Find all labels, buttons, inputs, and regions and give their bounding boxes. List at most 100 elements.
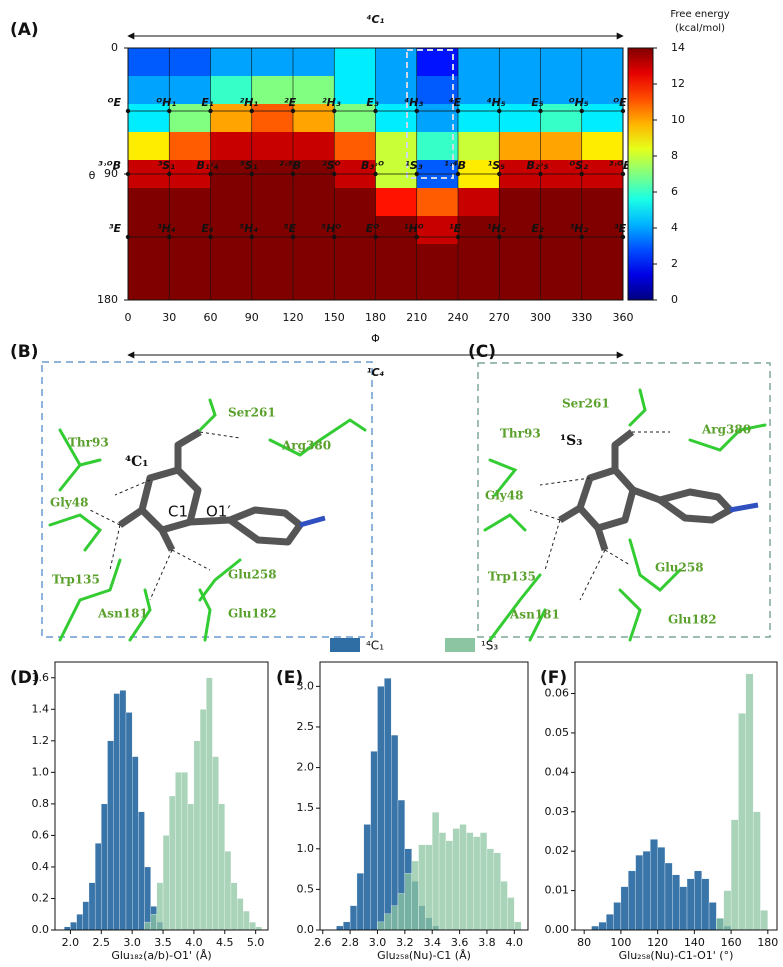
heat-cell [499, 244, 541, 273]
histogram-bar [377, 922, 384, 930]
y-tick-label: 0.5 [297, 882, 315, 895]
conformer-label: B₁˒₄ [196, 159, 218, 172]
heat-cell [541, 244, 583, 273]
heat-cell [169, 48, 211, 77]
heat-cell [169, 188, 211, 217]
histogram-bar [453, 828, 460, 930]
histogram-bar [175, 772, 181, 930]
conformer-label: ¹˒⁴B [444, 159, 466, 172]
histogram-bar [145, 867, 151, 930]
x-tick-label: 3.5 [154, 936, 172, 949]
histogram-bar [473, 837, 480, 930]
conformer-dot [538, 172, 542, 176]
heat-cell [169, 272, 211, 301]
heat-cell [334, 48, 376, 77]
conformer-dot [497, 235, 501, 239]
histogram-bar [231, 883, 237, 930]
conformer-dot [538, 235, 542, 239]
conformer-dot [291, 109, 295, 113]
heat-cell [252, 272, 294, 301]
heat-cell [417, 244, 459, 273]
x-tick-label: 3.8 [478, 936, 496, 949]
y-tick-label: 0.0 [297, 923, 315, 936]
conformer-dot [415, 235, 419, 239]
residue-label: Asn181 [509, 608, 560, 622]
residue-label: Trp135 [52, 573, 100, 587]
panel-label: (F) [540, 668, 567, 688]
conformer-label: ³H₂ [569, 222, 588, 235]
conformer-label: ⁴H₅ [487, 96, 506, 109]
x-tick-label: 3.6 [451, 936, 469, 949]
histogram-bar [702, 879, 709, 930]
x-tick-label: 4.0 [185, 936, 203, 949]
residue-label: Arg380 [701, 423, 751, 437]
x-tick-label: 5.0 [247, 936, 265, 949]
histogram-bar [650, 839, 657, 930]
histogram-bar [480, 833, 487, 930]
heat-cell [458, 272, 500, 301]
histogram-bar [412, 861, 419, 930]
panel-label: (C) [468, 342, 496, 362]
heat-cell [334, 272, 376, 301]
residue-label: Trp135 [488, 570, 536, 584]
y-tick-label: 1.4 [32, 702, 50, 715]
heat-cell [128, 188, 170, 217]
legend-swatch [330, 638, 360, 652]
y-tick-label: 0.06 [545, 687, 570, 700]
histogram-bar [419, 845, 426, 930]
colorbar-tick-label: 4 [671, 221, 678, 234]
conformer-dot [415, 172, 419, 176]
heat-cell [128, 244, 170, 273]
x-tick-label: 80 [577, 936, 591, 949]
x-tick-label: 150 [324, 311, 345, 324]
heat-cell [334, 244, 376, 273]
heat-cell [417, 48, 459, 77]
histogram-bar [446, 841, 453, 930]
histogram-bar [371, 751, 378, 930]
histogram-bar [636, 855, 643, 930]
colorbar-label: Free energy [670, 9, 729, 20]
heat-cell [293, 244, 335, 273]
heat-cell [128, 272, 170, 301]
conformer-dot [538, 109, 542, 113]
histogram-bar [206, 678, 212, 930]
histogram-bar [507, 898, 514, 930]
histogram-bar [249, 922, 255, 930]
histogram-bar [138, 812, 144, 930]
histogram-bar [466, 833, 473, 930]
heat-cell [252, 48, 294, 77]
y-tick-label: 2.5 [297, 720, 315, 733]
conformer-label: E₄ [201, 222, 214, 235]
heat-cell [211, 244, 253, 273]
conformer-label: ³E [614, 222, 627, 235]
conformer-dot [456, 172, 460, 176]
conformer-label: ᴼH₅ [569, 96, 589, 109]
heat-cell [128, 132, 170, 161]
x-tick-label: 120 [283, 311, 304, 324]
conformer-label: ⁵S₁ [240, 159, 258, 172]
conformer-dot [167, 235, 171, 239]
colorbar-tick-label: 8 [671, 149, 678, 162]
histogram-bar [694, 871, 701, 930]
histogram-bar [169, 796, 175, 930]
heat-cell [417, 272, 459, 301]
conformer-dot [456, 235, 460, 239]
histogram-bar [753, 812, 760, 930]
x-tick-label: 140 [684, 936, 705, 949]
conformer-dot [291, 172, 295, 176]
y-axis-label: θ [89, 169, 96, 182]
x-tick-label: 2.5 [93, 936, 111, 949]
legend-swatch [445, 638, 475, 652]
y-tick-label: 0 [111, 41, 118, 54]
heat-cell [376, 272, 418, 301]
legend-label: ⁴C₁ [366, 639, 384, 653]
x-tick-label: 4.0 [506, 936, 524, 949]
x-tick-label: 300 [530, 311, 551, 324]
histogram-bar [89, 883, 95, 930]
histogram-bar [391, 735, 398, 930]
histogram-bar [182, 772, 188, 930]
x-axis-label: Glu₂₅₈(Nu)-C1-O1' (°) [619, 949, 734, 962]
conformer-label: ³H₄ [157, 222, 176, 235]
histogram-bar [514, 922, 521, 930]
conformer-label: E₂ [531, 222, 544, 235]
